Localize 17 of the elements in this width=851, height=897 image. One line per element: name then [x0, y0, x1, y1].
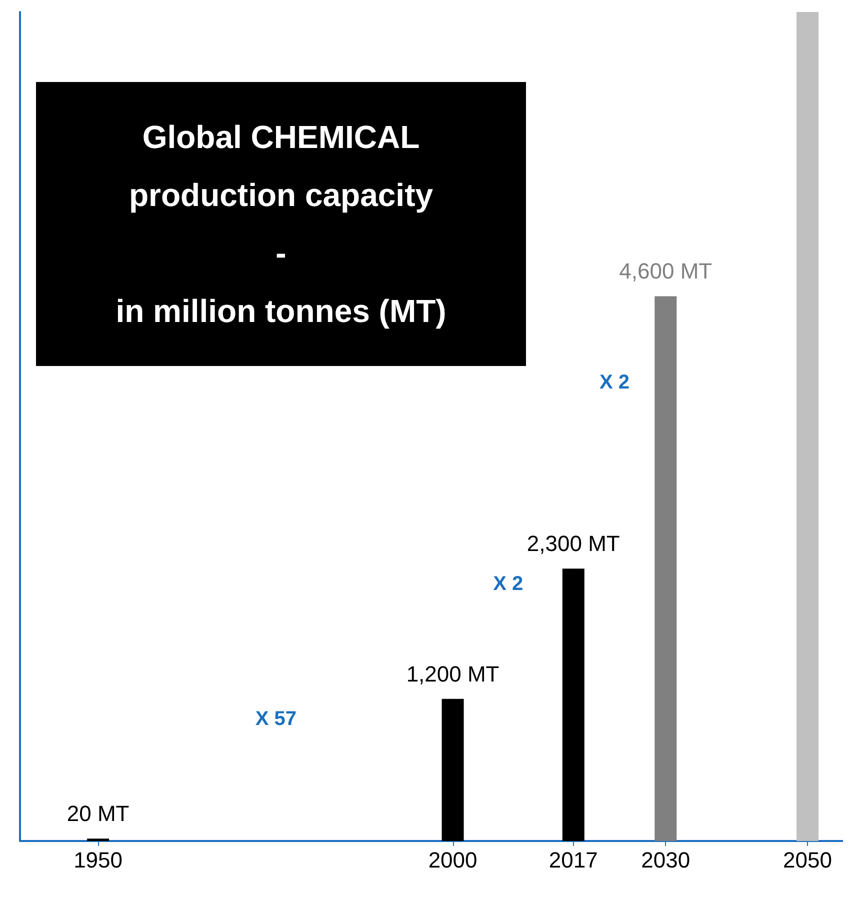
x-tick-label: 2017 [548, 848, 598, 872]
title-panel: Global CHEMICAL production capacity - in million tonnes (MT) [36, 82, 526, 366]
x-tick-label: 2050 [783, 848, 832, 872]
bar [654, 296, 677, 841]
x-tick-label: 1950 [74, 848, 123, 872]
data-label: 4,600 MT [619, 258, 712, 284]
x-tick-label: 2030 [641, 848, 690, 872]
annotation: X 2 [600, 371, 630, 394]
bar [796, 12, 819, 841]
annotation: X 2 [493, 572, 524, 595]
bar [562, 568, 584, 841]
data-label: 1,200 MT [406, 661, 500, 686]
data-label: 2,300 MT [526, 531, 620, 556]
bar [442, 698, 464, 841]
x-tick-label: 2000 [428, 848, 478, 872]
data-label: 20 MT [66, 801, 130, 826]
annotation: X 57 [255, 708, 297, 730]
